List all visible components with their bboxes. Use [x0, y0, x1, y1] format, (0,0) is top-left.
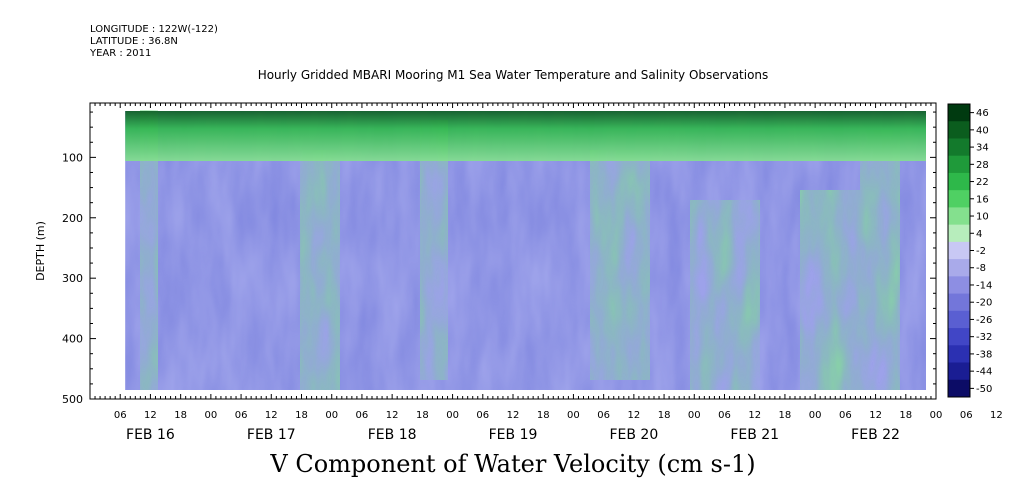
x-day-label: FEB 16 [126, 427, 175, 443]
x-tick-label: 06 [718, 410, 731, 421]
colorbar-label: 40 [976, 125, 989, 136]
x-day-label: FEB 18 [368, 427, 417, 443]
x-tick-label: 18 [174, 410, 187, 421]
x-tick-label: 12 [265, 410, 278, 421]
y-tick-label: 400 [62, 333, 83, 346]
colorbar-label: 4 [976, 229, 982, 240]
colorbar-swatch [948, 259, 970, 277]
plot-area [90, 110, 936, 399]
y-tick-label: 200 [62, 212, 83, 225]
colorbar-label: -38 [976, 349, 992, 360]
x-tick-label: 00 [688, 410, 701, 421]
x-tick-label: 00 [567, 410, 580, 421]
x-tick-label: 12 [144, 410, 157, 421]
x-tick-label: 12 [990, 410, 1003, 421]
colorbar-swatch [948, 345, 970, 364]
x-tick-label: 06 [960, 410, 973, 421]
colorbar-swatch [948, 155, 970, 174]
y-axis: 100 200 300 400 500 [62, 111, 936, 406]
x-tick-label: 12 [869, 410, 882, 421]
colorbar-label: -50 [976, 384, 992, 395]
colorbar-label: -14 [976, 280, 992, 291]
x-tick-label: 18 [295, 410, 308, 421]
x-day-label: FEB 17 [247, 427, 296, 443]
colorbar-swatch [948, 224, 970, 243]
colorbar-label: -26 [976, 315, 992, 326]
x-day-label: FEB 20 [609, 427, 658, 443]
y-axis-label: DEPTH (m) [34, 221, 47, 281]
x-tick-label: 12 [386, 410, 399, 421]
x-tick-label: 00 [204, 410, 217, 421]
colorbar-label: -20 [976, 298, 992, 309]
colorbar-swatch [948, 379, 970, 398]
colorbar-label: 28 [976, 160, 989, 171]
colorbar: 46 40 34 28 22 16 10 4 -2 -8 -14 -20 -26 -32 -38 -44 -50 [947, 103, 992, 398]
colorbar-swatch [948, 293, 970, 312]
colorbar-label: -44 [976, 367, 992, 378]
colorbar-label: 22 [976, 177, 989, 188]
x-tick-label: 18 [899, 410, 912, 421]
x-tick-label: 06 [235, 410, 248, 421]
colorbar-swatch [948, 310, 970, 329]
y-tick-label: 100 [62, 151, 83, 164]
colorbar-label: 16 [976, 194, 989, 205]
colorbar-label: 46 [976, 108, 989, 119]
x-tick-label: 18 [416, 410, 429, 421]
x-tick-label: 06 [839, 410, 852, 421]
x-day-label: FEB 21 [730, 427, 779, 443]
colorbar-label: 10 [976, 212, 989, 223]
colorbar-swatch [948, 104, 970, 122]
colorbar-swatch [948, 241, 970, 260]
colorbar-swatch [948, 121, 970, 139]
x-tick-label: 18 [658, 410, 671, 421]
x-tick-label: 00 [930, 410, 943, 421]
latitude-label: LATITUDE : 36.8N [90, 36, 178, 47]
x-tick-label: 12 [627, 410, 640, 421]
x-tick-label: 18 [779, 410, 792, 421]
x-tick-label: 06 [597, 410, 610, 421]
colorbar-label: 34 [976, 143, 989, 154]
x-tick-label: 00 [325, 410, 338, 421]
x-axis: 06 12 18 00 06 12 18 00 06 12 18 00 06 12 18 00 06 12 18 00… [89, 103, 1003, 443]
field-green [140, 110, 900, 390]
x-tick-label: 00 [809, 410, 822, 421]
bottom-title: V Component of Water Velocity (cm s-1) [270, 450, 756, 478]
x-tick-label: 12 [507, 410, 520, 421]
x-tick-label: 06 [476, 410, 489, 421]
colorbar-swatch [948, 172, 970, 191]
x-tick-label: 18 [537, 410, 550, 421]
y-tick-label: 500 [62, 393, 83, 406]
x-tick-label: 06 [114, 410, 127, 421]
year-label: YEAR : 2011 [90, 48, 152, 59]
colorbar-swatch [948, 207, 970, 226]
colorbar-label: -32 [976, 332, 992, 343]
colorbar-swatch [948, 362, 970, 381]
x-day-label: FEB 22 [851, 427, 900, 443]
colorbar-label: -2 [976, 246, 986, 257]
x-tick-label: 06 [356, 410, 369, 421]
x-day-label: FEB 19 [489, 427, 538, 443]
colorbar-swatch [948, 138, 970, 157]
chart-title: Hourly Gridded MBARI Mooring M1 Sea Wate… [257, 68, 769, 82]
surface-layer [125, 111, 926, 161]
longitude-label: LONGITUDE : 122W(-122) [90, 24, 218, 35]
colorbar-label: -8 [976, 263, 986, 274]
x-tick-label: 12 [748, 410, 761, 421]
colorbar-swatch [948, 190, 970, 208]
colorbar-swatch [948, 328, 970, 346]
y-tick-label: 300 [62, 272, 83, 285]
colorbar-swatch [948, 276, 970, 295]
x-tick-label: 00 [446, 410, 459, 421]
